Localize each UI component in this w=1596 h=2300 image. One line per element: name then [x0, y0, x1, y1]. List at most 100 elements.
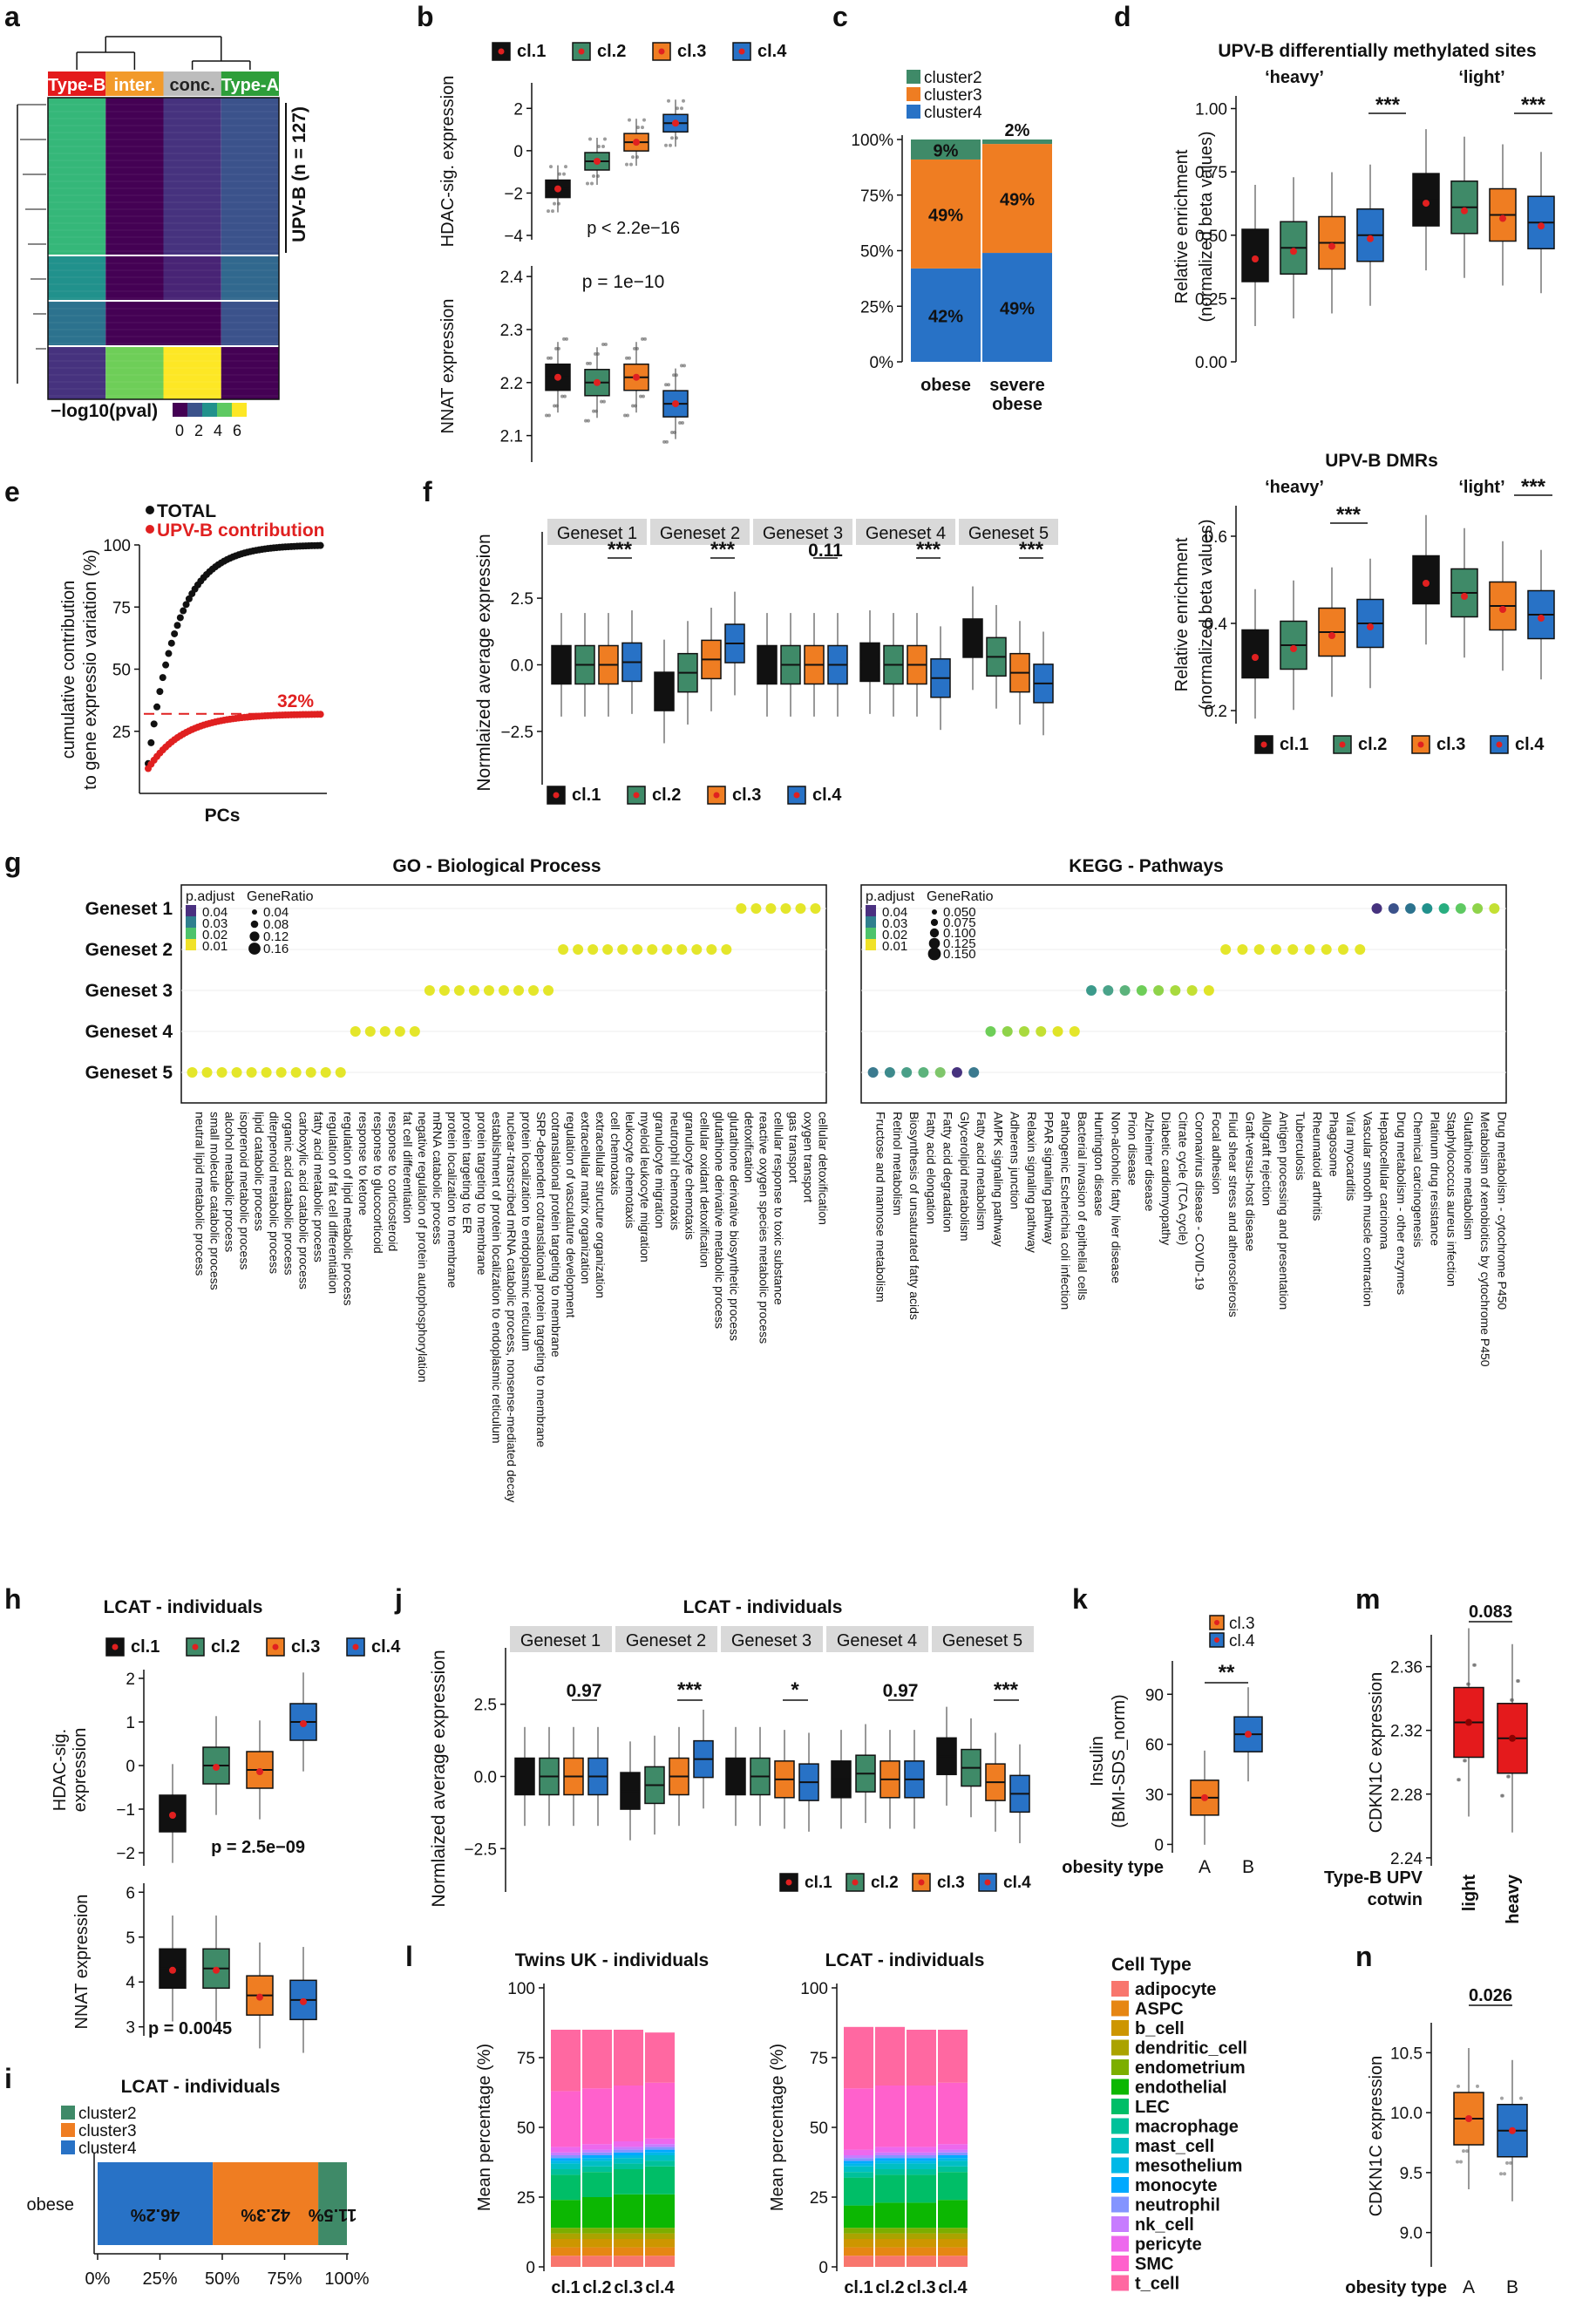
l-stack-monocyte — [938, 2155, 968, 2159]
b-bottom-jitter — [604, 343, 608, 346]
l-legend-swatch — [1111, 2157, 1129, 2174]
g-kegg-padj-tick: 0.02 — [882, 928, 907, 942]
f-tick-label: −2.5 — [500, 724, 533, 742]
l-stack-ASPC — [907, 2247, 936, 2256]
l-stack-endothelial — [844, 2205, 873, 2229]
l-legend-swatch — [1111, 2256, 1129, 2271]
b-top-jitter — [669, 143, 672, 147]
g-kegg-term: Coronavirus disease - COVID-19 — [1193, 1112, 1207, 1290]
l-stack-monocyte — [844, 2161, 873, 2164]
f-strip-label: Geneset 2 — [660, 524, 740, 543]
b-bottom-jitter — [584, 418, 587, 423]
h-top-mean — [169, 1812, 176, 1819]
b-top-jitter — [564, 165, 567, 169]
n-jitter — [1476, 2084, 1479, 2088]
g-go-legend-ratio: GeneRatio — [247, 889, 314, 904]
b-bottom-jitter — [643, 337, 647, 341]
l-legend-swatch — [1111, 2118, 1129, 2134]
g-kegg-term: Huntington disease — [1092, 1112, 1106, 1216]
g-go-dot — [453, 985, 465, 996]
l-stack-nk_cell — [907, 2152, 936, 2155]
l-stack-LEC — [551, 2174, 581, 2201]
l-stack-monocyte — [614, 2152, 643, 2155]
g-kegg-term: Hepatocellular carcinoma — [1378, 1112, 1392, 1249]
m-tick-label: 2.24 — [1390, 1850, 1423, 1868]
n-xlabel: obesity type — [1345, 2278, 1447, 2297]
g-kegg-term: Pathogenic Escherichia coli infection — [1059, 1112, 1073, 1310]
panel-letter-c: c — [832, 1, 848, 32]
g-kegg-dot — [1287, 944, 1299, 955]
l-legend-label: ASPC — [1135, 2000, 1184, 2019]
j-strip-label: Geneset 4 — [837, 1631, 917, 1650]
d-bottom-mean — [1290, 645, 1297, 652]
c-bar-label: 2% — [1005, 121, 1030, 140]
g-kegg-dot — [918, 1067, 929, 1078]
panel-letter-l: l — [405, 1941, 413, 1972]
g-go-padj-tick: 0.03 — [202, 916, 228, 931]
l-stack-SMC — [938, 2082, 968, 2145]
g-kegg-term: Fatty acid elongation — [924, 1112, 938, 1224]
g-kegg-dot — [1438, 903, 1450, 914]
l-stack-endometrium — [844, 2228, 873, 2234]
k-mean — [1245, 1731, 1252, 1739]
g-kegg-term: Diabetic cardiomyopathy — [1159, 1112, 1173, 1245]
g-kegg-dot — [1220, 944, 1232, 955]
l-stack-endothelial — [551, 2200, 581, 2229]
g-go-dot — [528, 985, 540, 996]
j-strip — [510, 1626, 612, 1652]
n-ylabel: CDKN1C expression — [1367, 2056, 1386, 2217]
b-bottom-jitter — [683, 364, 686, 368]
g-kegg-dot — [1136, 985, 1147, 996]
b-bottom-jitter — [588, 361, 592, 365]
g-go-term: extracellular structure organization — [594, 1112, 608, 1298]
g-go-dot — [483, 985, 494, 996]
b-top-jitter — [629, 162, 633, 167]
d-bottom-ylabel2: (normalized beta values) — [1197, 520, 1216, 711]
b-bottom-tick-label: 2.2 — [500, 375, 523, 393]
legend-label-cl.3: cl.3 — [937, 1874, 965, 1892]
g-go-dot — [216, 1067, 228, 1078]
l-legend-swatch — [1111, 2000, 1129, 2017]
l-stack-macrophage — [645, 2161, 675, 2167]
g-kegg-term: Platinum drug resistance — [1428, 1112, 1442, 1246]
b-top-jitter — [597, 145, 601, 148]
g-go-term: isoprenoid metabolic process — [238, 1112, 252, 1269]
g-kegg-term: Vascular smooth muscle contraction — [1361, 1112, 1375, 1307]
legend-dot — [984, 1879, 991, 1886]
g-go-dot — [543, 985, 554, 996]
l-stack-neutrophil — [875, 2155, 905, 2159]
b-top-jitter — [549, 165, 553, 169]
heatmap-legend-gradient — [202, 403, 217, 417]
g-go-dot — [261, 1067, 272, 1078]
f-sig-label: 0.11 — [808, 541, 843, 561]
legend-label-cl.2: cl.2 — [871, 1874, 899, 1892]
l-stack-nk_cell — [875, 2152, 905, 2155]
b-top-mean — [672, 119, 679, 127]
panel-letter-h: h — [4, 1583, 22, 1615]
panel-letter-a: a — [4, 1, 20, 32]
b-top-mean — [633, 139, 640, 146]
c-bar-cluster3 — [982, 144, 1052, 254]
l-stack-mast_cell — [582, 2161, 612, 2167]
c-legend-swatch — [907, 87, 920, 101]
f-tick-label: 2.5 — [511, 590, 533, 609]
panel-letter-j: j — [394, 1583, 403, 1615]
legend-dot — [633, 792, 640, 799]
b-bottom-jitter — [664, 383, 668, 387]
b-bottom-ylabel: NNAT expression — [438, 299, 458, 434]
g-go-term: extracellular matrix organization — [579, 1112, 593, 1284]
c-category-label: obese — [920, 376, 971, 395]
k-tick-label: 90 — [1145, 1686, 1164, 1705]
b-bottom-mean — [633, 373, 640, 381]
g-kegg-dot — [1338, 944, 1348, 955]
l-legend-label: mesothelium — [1135, 2157, 1242, 2176]
b-bottom-jitter — [554, 346, 558, 350]
l-legend-swatch — [1111, 2216, 1129, 2232]
b-bottom-jitter — [678, 421, 682, 425]
legend-dot — [578, 48, 585, 55]
g-kegg-term: AMPK signaling pathway — [991, 1112, 1005, 1247]
g-kegg-dot — [1321, 944, 1332, 955]
d-sub-light: ‘light’ — [1458, 478, 1504, 497]
b-top-tick-label: −2 — [504, 185, 523, 203]
g-go-padj-tick: 0.04 — [202, 905, 228, 920]
